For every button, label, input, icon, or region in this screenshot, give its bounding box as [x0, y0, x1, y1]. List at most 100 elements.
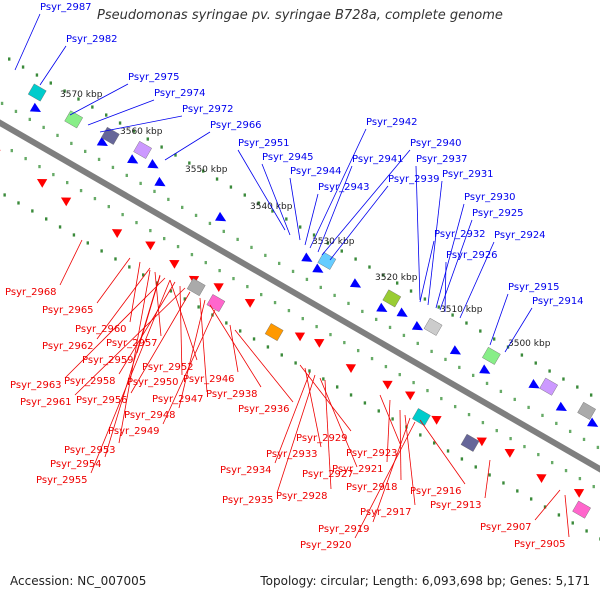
- callout-line: [309, 128, 367, 249]
- callout-line: [276, 374, 316, 494]
- callout-line: [118, 269, 151, 444]
- forward-gene-arrow: [396, 307, 408, 317]
- tick-mark: [479, 329, 482, 333]
- reverse-gene-arrow: [294, 332, 306, 342]
- tick-mark: [485, 381, 489, 386]
- tick-mark: [14, 109, 18, 114]
- tick-mark: [499, 389, 503, 394]
- callout-line: [534, 489, 561, 521]
- forward-gene-label: Psyr_2942: [366, 117, 418, 128]
- reverse-gene-label: Psyr_2953: [64, 445, 116, 456]
- tick-mark: [287, 308, 291, 313]
- scale-label: 3570 kbp: [60, 90, 103, 100]
- tick-mark: [97, 157, 101, 162]
- tick-mark: [423, 297, 427, 301]
- tick-mark: [114, 257, 117, 261]
- callout-line: [489, 293, 509, 346]
- reverse-gene-arrow: [314, 338, 325, 348]
- forward-gene-label: Psyr_2926: [446, 250, 498, 261]
- reverse-gene-arrow: [36, 178, 48, 188]
- callout-line: [162, 309, 216, 425]
- tick-mark: [243, 193, 246, 197]
- reverse-gene-arrow: [111, 229, 123, 239]
- tick-mark: [17, 201, 20, 205]
- tick-mark: [135, 220, 138, 225]
- callout-line: [237, 149, 286, 231]
- tick-mark: [322, 377, 325, 381]
- tick-mark: [347, 301, 350, 306]
- callout-line: [319, 377, 358, 468]
- reverse-gene-arrow: [145, 241, 156, 251]
- feature-block: [539, 377, 558, 396]
- scale-label: 3500 kbp: [508, 339, 551, 349]
- tick-mark: [86, 241, 89, 245]
- tick-mark: [10, 148, 13, 153]
- tick-mark: [458, 365, 461, 370]
- callout-line: [129, 261, 141, 323]
- callout-line: [178, 299, 206, 409]
- tick-mark: [79, 188, 83, 193]
- forward-gene-label: Psyr_2966: [210, 120, 262, 131]
- forward-gene-label: Psyr_2915: [508, 282, 560, 293]
- tick-mark: [516, 489, 519, 493]
- genome-backbone: [0, 119, 600, 473]
- reverse-gene-label: Psyr_2959: [82, 355, 134, 366]
- reverse-gene-arrow: [431, 415, 442, 425]
- tick-mark: [509, 436, 512, 441]
- tick-mark: [402, 333, 406, 338]
- tick-mark: [582, 437, 586, 442]
- tick-mark: [471, 373, 475, 378]
- callout-line: [104, 274, 161, 458]
- forward-gene-arrow: [349, 278, 362, 288]
- callout-line: [179, 285, 183, 376]
- tick-mark: [149, 228, 152, 233]
- forward-gene-arrow: [147, 159, 159, 169]
- tick-mark: [555, 421, 558, 426]
- tick-mark: [238, 329, 242, 333]
- tick-mark: [343, 340, 346, 345]
- tick-mark: [592, 484, 595, 489]
- tick-mark: [49, 81, 52, 85]
- tick-mark: [232, 276, 235, 281]
- callout-line: [199, 297, 208, 393]
- reverse-gene-label: Psyr_2936: [238, 404, 290, 415]
- tick-mark: [492, 337, 496, 341]
- callout-line: [372, 417, 411, 523]
- tick-mark: [329, 332, 332, 337]
- tick-mark: [121, 212, 124, 217]
- forward-gene-label: Psyr_2924: [494, 230, 546, 241]
- reverse-gene-label: Psyr_2929: [296, 433, 348, 444]
- tick-mark: [225, 321, 228, 325]
- tick-mark: [93, 196, 97, 201]
- callout-line: [419, 419, 466, 485]
- tick-mark: [319, 285, 322, 290]
- forward-gene-arrow: [528, 379, 540, 389]
- forward-gene-arrow: [215, 211, 227, 222]
- reverse-gene-label: Psyr_2918: [346, 482, 398, 493]
- tick-mark: [0, 101, 4, 106]
- tick-mark: [202, 169, 205, 173]
- tick-mark: [395, 281, 399, 285]
- tick-mark: [529, 497, 533, 501]
- tick-mark: [368, 265, 371, 269]
- reverse-gene-label: Psyr_2920: [300, 540, 352, 551]
- forward-gene-arrow: [376, 302, 388, 313]
- callout-line: [274, 371, 311, 464]
- forward-gene-arrow: [154, 176, 166, 187]
- callout-line: [444, 261, 447, 313]
- feature-block: [577, 401, 596, 420]
- callout-line: [379, 394, 402, 447]
- reverse-gene-arrow: [169, 259, 180, 269]
- callout-line: [304, 193, 319, 246]
- tick-mark: [578, 476, 582, 481]
- tick-mark: [194, 213, 198, 218]
- tick-mark: [285, 217, 288, 221]
- forward-gene-label: Psyr_2972: [182, 104, 234, 115]
- callout-line: [209, 304, 262, 388]
- tick-mark: [419, 433, 422, 437]
- tick-mark: [432, 441, 436, 445]
- tick-mark: [356, 348, 360, 353]
- tick-mark: [190, 252, 194, 257]
- tick-mark: [163, 236, 166, 241]
